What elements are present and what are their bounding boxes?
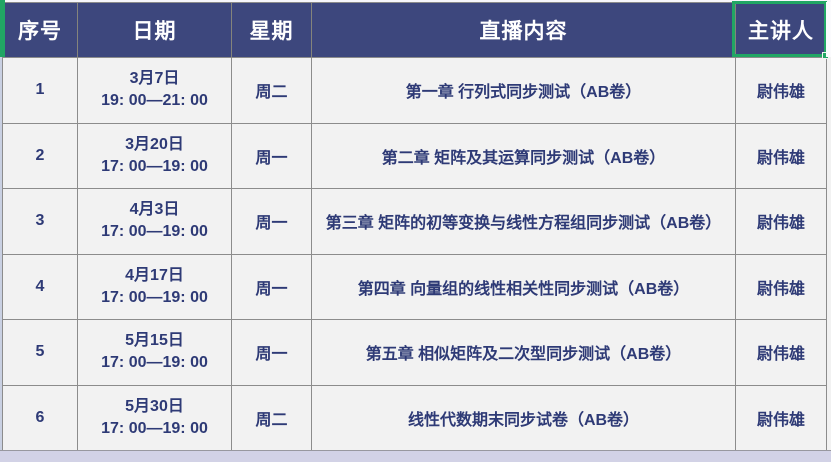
date-text: 4月17日: [125, 266, 184, 284]
date-text: 3月20日: [125, 135, 184, 153]
cell-weekday[interactable]: 周一: [232, 123, 312, 189]
cell-weekday[interactable]: 周二: [232, 58, 312, 124]
header-cell-date[interactable]: 日期: [78, 3, 232, 58]
table-row: 1 3月7日 19: 00—21: 00 周二 第一章 行列式同步测试（AB卷）…: [3, 58, 827, 124]
cell-date[interactable]: 5月15日 17: 00—19: 00: [78, 320, 232, 386]
header-cell-number[interactable]: 序号: [3, 3, 78, 58]
time-text: 17: 00—19: 00: [101, 419, 208, 437]
time-text: 19: 00—21: 00: [101, 92, 208, 110]
header-cell-lecturer[interactable]: 主讲人: [736, 3, 827, 58]
cell-weekday[interactable]: 周一: [232, 320, 312, 386]
date-text: 4月3日: [129, 201, 180, 219]
cell-lecturer[interactable]: 尉伟雄: [736, 385, 827, 451]
cell-lecturer[interactable]: 尉伟雄: [736, 58, 827, 124]
table-row: 3 4月3日 17: 00—19: 00 周一 第三章 矩阵的初等变换与线性方程…: [3, 189, 827, 255]
top-row-sliver: [0, 0, 831, 2]
right-column-sliver: [826, 2, 831, 57]
cell-number[interactable]: 4: [3, 254, 78, 320]
cell-lecturer[interactable]: 尉伟雄: [736, 320, 827, 386]
table-row: 5 5月15日 17: 00—19: 00 周一 第五章 相似矩阵及二次型同步测…: [3, 320, 827, 386]
selected-cell-outline[interactable]: [732, 1, 829, 59]
time-text: 17: 00—19: 00: [101, 354, 208, 372]
cell-content[interactable]: 第二章 矩阵及其运算同步测试（AB卷）: [312, 123, 736, 189]
cell-number[interactable]: 2: [3, 123, 78, 189]
date-text: 3月7日: [129, 70, 180, 88]
cell-number[interactable]: 5: [3, 320, 78, 386]
cell-weekday[interactable]: 周二: [232, 385, 312, 451]
cell-number[interactable]: 3: [3, 189, 78, 255]
time-text: 17: 00—19: 00: [101, 223, 208, 241]
cell-weekday[interactable]: 周一: [232, 189, 312, 255]
date-text: 5月30日: [125, 397, 184, 415]
cell-content[interactable]: 第一章 行列式同步测试（AB卷）: [312, 58, 736, 124]
time-text: 17: 00—19: 00: [101, 157, 208, 175]
table-row: 4 4月17日 17: 00—19: 00 周一 第四章 向量组的线性相关性同步…: [3, 254, 827, 320]
cell-number[interactable]: 6: [3, 385, 78, 451]
selection-edge-strip: [0, 0, 5, 57]
table-row: 6 5月30日 17: 00—19: 00 周二 线性代数期末同步试卷（AB卷）…: [3, 385, 827, 451]
cell-date[interactable]: 5月30日 17: 00—19: 00: [78, 385, 232, 451]
cell-date[interactable]: 4月17日 17: 00—19: 00: [78, 254, 232, 320]
cell-date[interactable]: 3月7日 19: 00—21: 00: [78, 58, 232, 124]
cell-lecturer[interactable]: 尉伟雄: [736, 123, 827, 189]
cell-date[interactable]: 4月3日 17: 00—19: 00: [78, 189, 232, 255]
cell-content[interactable]: 第五章 相似矩阵及二次型同步测试（AB卷）: [312, 320, 736, 386]
cell-lecturer[interactable]: 尉伟雄: [736, 189, 827, 255]
date-text: 5月15日: [125, 332, 184, 350]
schedule-table: 序号 日期 星期 直播内容 主讲人 1 3月7日 19: 00—21: 00 周…: [2, 2, 827, 451]
cell-content[interactable]: 第三章 矩阵的初等变换与线性方程组同步测试（AB卷）: [312, 189, 736, 255]
header-cell-content[interactable]: 直播内容: [312, 3, 736, 58]
table-body: 1 3月7日 19: 00—21: 00 周二 第一章 行列式同步测试（AB卷）…: [3, 58, 827, 451]
header-cell-weekday[interactable]: 星期: [232, 3, 312, 58]
cell-date[interactable]: 3月20日 17: 00—19: 00: [78, 123, 232, 189]
left-column-sliver: [0, 57, 2, 462]
cell-lecturer[interactable]: 尉伟雄: [736, 254, 827, 320]
cell-weekday[interactable]: 周一: [232, 254, 312, 320]
bottom-partial-row: [0, 450, 831, 462]
cell-content[interactable]: 第四章 向量组的线性相关性同步测试（AB卷）: [312, 254, 736, 320]
table-header-row: 序号 日期 星期 直播内容 主讲人: [3, 3, 827, 58]
table-row: 2 3月20日 17: 00—19: 00 周一 第二章 矩阵及其运算同步测试（…: [3, 123, 827, 189]
cell-number[interactable]: 1: [3, 58, 78, 124]
time-text: 17: 00—19: 00: [101, 288, 208, 306]
cell-content[interactable]: 线性代数期末同步试卷（AB卷）: [312, 385, 736, 451]
